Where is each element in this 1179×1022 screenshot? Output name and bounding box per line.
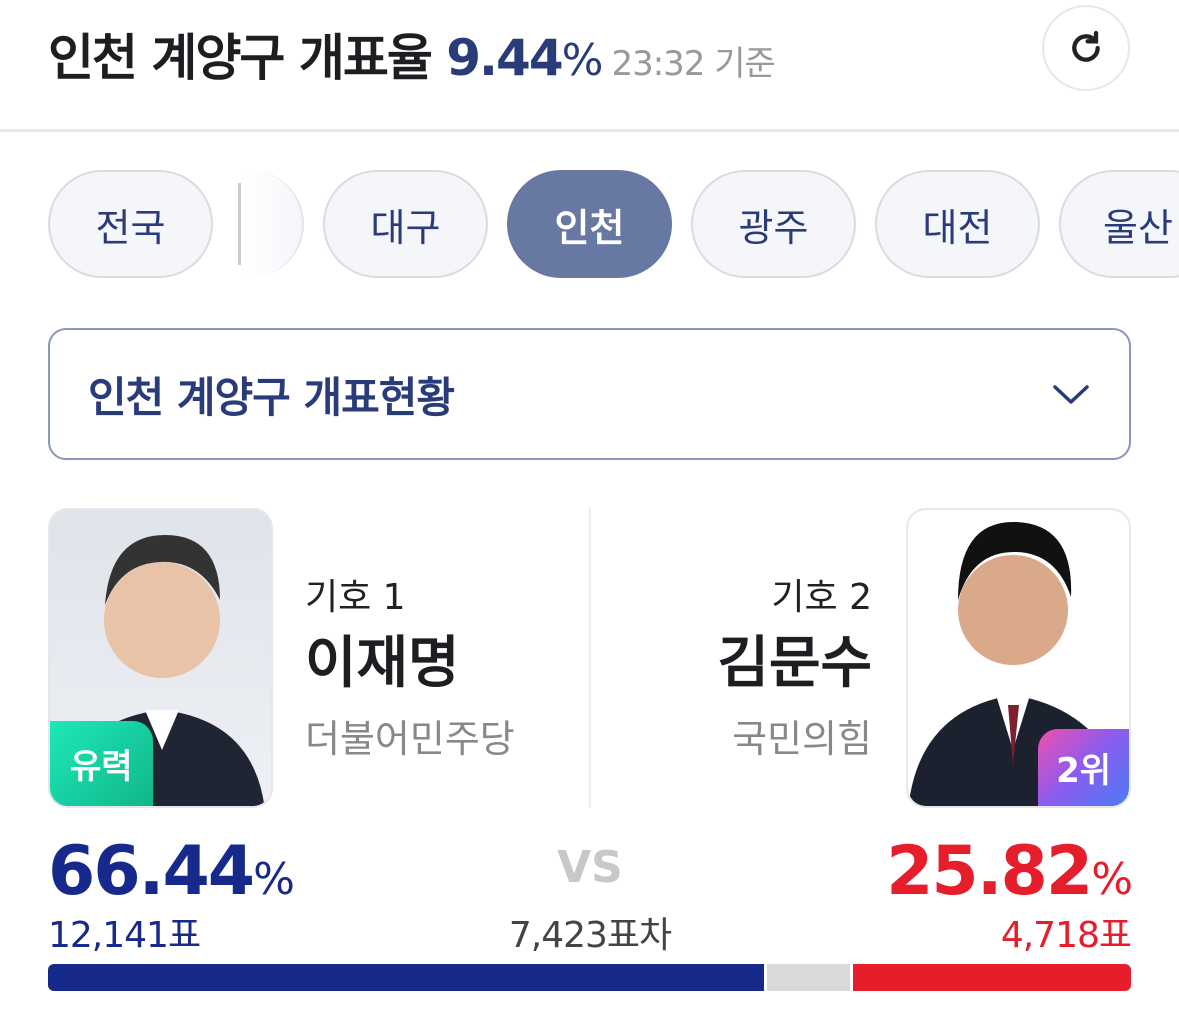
vote-difference: 7,423표차 [508,915,672,956]
leading-badge: 유력 [50,721,153,806]
tab-incheon[interactable]: 인천 [507,170,672,278]
refresh-icon [1072,30,1100,62]
candidate-2-votes: 4,718표 [1000,915,1132,956]
percent-sign: % [1091,854,1133,905]
center-divider [589,508,591,808]
candidate-1-share-segment [48,964,764,991]
candidate-2-number: 기호 2 [771,577,872,618]
candidate-2-name: 김문수 [717,631,872,696]
tab-gwangju[interactable]: 광주 [691,170,856,278]
refresh-button[interactable] [1042,5,1130,91]
tab-ulsan[interactable]: 울산 [1059,170,1179,278]
candidate-1-photo: 유력 [48,508,273,808]
tab-daejeon[interactable]: 대전 [875,170,1040,278]
percent-sign: % [253,854,295,905]
candidate-1-votes: 12,141표 [48,915,201,956]
tab-label: 전국 [95,205,166,250]
candidate-2-percent: 25.82% [886,832,1133,911]
candidate-1-party: 더불어민주당 [305,717,515,761]
percent-value: 25.82 [886,832,1093,911]
dropdown-label: 인천 계양구 개표현황 [88,372,455,422]
other-share-segment [766,964,850,991]
district-dropdown[interactable]: 인천 계양구 개표현황 [48,328,1131,460]
candidate-2-party: 국민의힘 [732,717,872,761]
tab-label: 광주 [738,205,809,250]
candidate-1-percent: 66.44% [48,832,295,911]
timestamp: 23:32 기준 [611,44,775,84]
vote-share-bar [48,964,1131,991]
chevron-down-icon [1053,385,1089,404]
page-title: 인천 계양구 개표율 9.44% 23:32 기준 [48,18,776,90]
tab-separator [238,183,241,265]
percent-sign: % [561,35,604,86]
candidate-1-name: 이재명 [305,631,460,696]
tab-daegu[interactable]: 대구 [323,170,488,278]
percent-value: 66.44 [48,832,255,911]
tab-label: 대구 [370,205,441,250]
candidate-2-photo: 2위 [906,508,1131,808]
vs-label: VS [557,842,623,893]
tab-nationwide[interactable]: 전국 [48,170,213,278]
scroll-fade [244,170,304,278]
title-text: 인천 계양구 개표율 [48,29,433,87]
tab-label: 울산 [1103,205,1173,250]
tab-label: 인천 [554,205,625,250]
candidate-1-number: 기호 1 [305,577,406,618]
candidate-2-share-segment [852,964,1131,991]
divider [0,129,1179,132]
rank-badge: 2위 [1038,729,1129,806]
count-rate: 9.44 [446,29,563,87]
tab-label: 대전 [922,205,993,250]
